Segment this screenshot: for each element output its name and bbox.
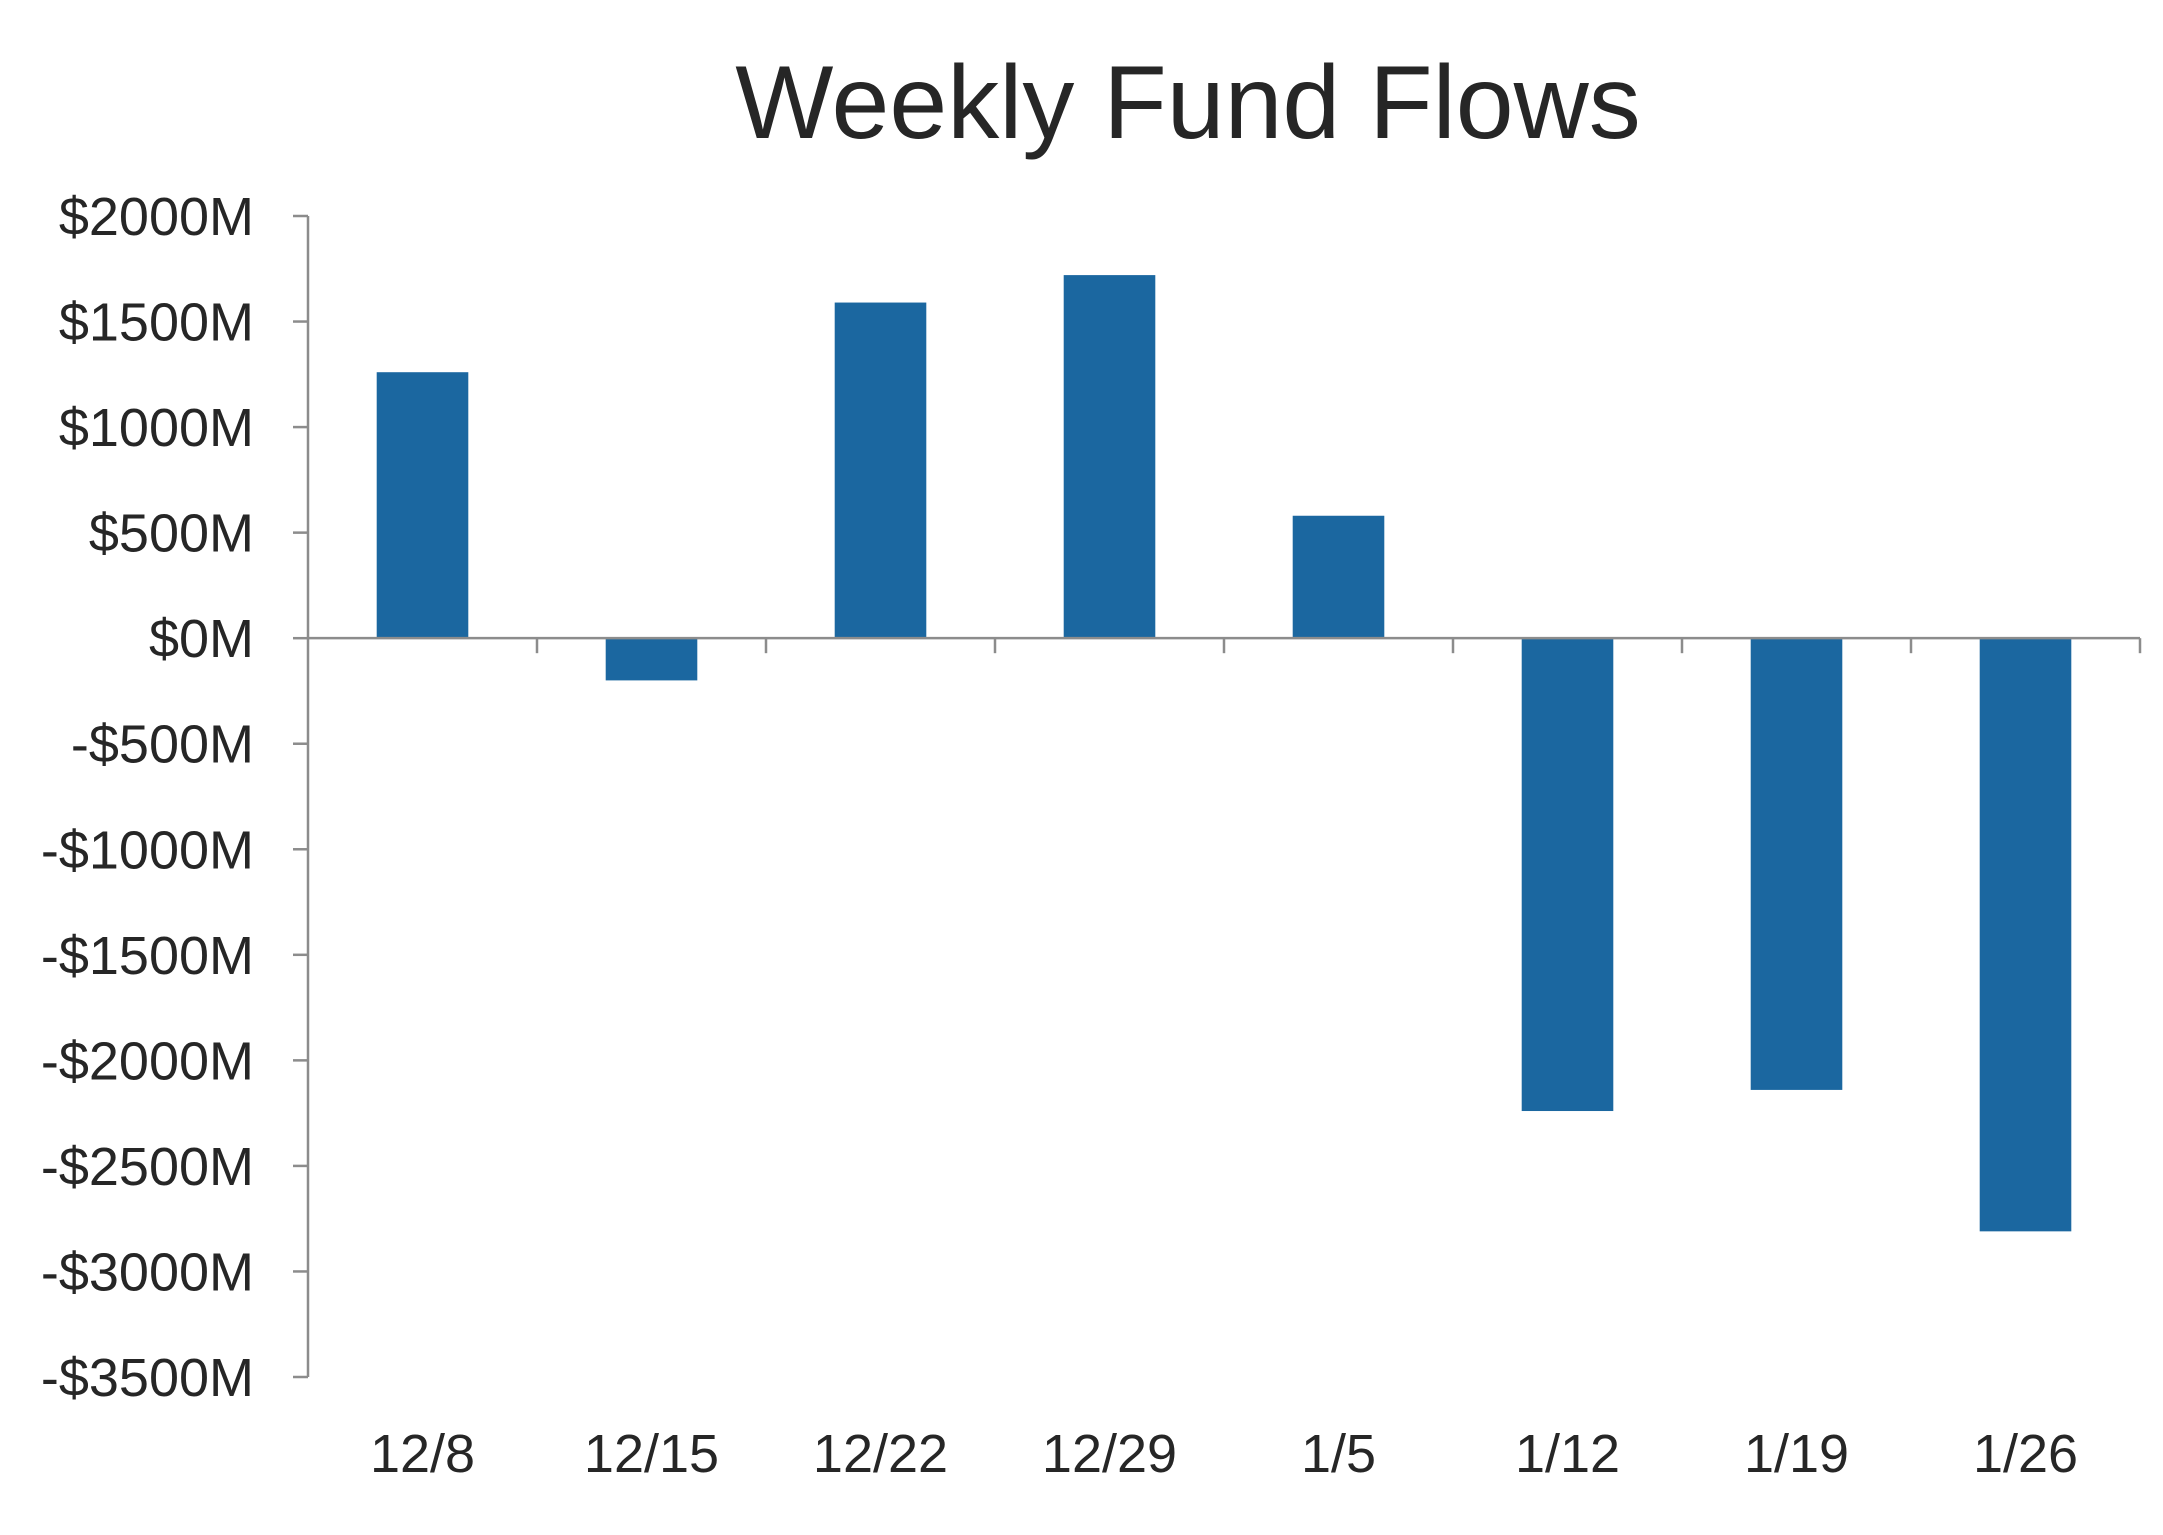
y-tick-label: -$500M <box>71 715 254 775</box>
x-tick-label: 1/19 <box>1744 1424 1849 1484</box>
y-tick-label: $1000M <box>59 398 254 458</box>
bar-1-5 <box>1292 515 1385 639</box>
y-tick-label: -$2000M <box>41 1031 254 1091</box>
x-tick-label: 12/8 <box>370 1424 475 1484</box>
bars <box>376 275 2072 1232</box>
bar-1-26 <box>1979 638 2072 1232</box>
y-tick-label: $2000M <box>59 187 254 247</box>
bar-12-29 <box>1063 275 1156 639</box>
x-tick-label: 12/22 <box>813 1424 948 1484</box>
x-tick-label: 1/5 <box>1301 1424 1376 1484</box>
y-tick-label: -$3500M <box>41 1348 254 1408</box>
x-tick-label: 1/12 <box>1515 1424 1620 1484</box>
bar-12-15 <box>605 638 698 681</box>
x-axis: 12/8 12/15 12/22 12/29 1/5 1/12 1/19 1/26 <box>308 636 2142 1484</box>
y-tick-label: -$3000M <box>41 1242 254 1302</box>
y-tick-label: $500M <box>89 504 254 564</box>
y-axis: $2000M $1500M $1000M $500M $0M -$500M -$1000M -… <box>41 187 310 1408</box>
y-tick-label: $0M <box>149 609 254 669</box>
y-tick-label: -$1000M <box>41 820 254 880</box>
bar-1-12 <box>1521 638 1614 1112</box>
x-tick-label: 12/29 <box>1042 1424 1177 1484</box>
y-tick-label: -$2500M <box>41 1137 254 1197</box>
chart-title: Weekly Fund Flows <box>735 45 1640 161</box>
bar-12-22 <box>834 302 927 639</box>
y-tick-label: $1500M <box>59 293 254 353</box>
bar-12-8 <box>376 372 469 639</box>
x-tick-label: 12/15 <box>584 1424 719 1484</box>
bar-1-19 <box>1750 638 1843 1090</box>
x-tick-label: 1/26 <box>1973 1424 2078 1484</box>
y-tick-label: -$1500M <box>41 926 254 986</box>
